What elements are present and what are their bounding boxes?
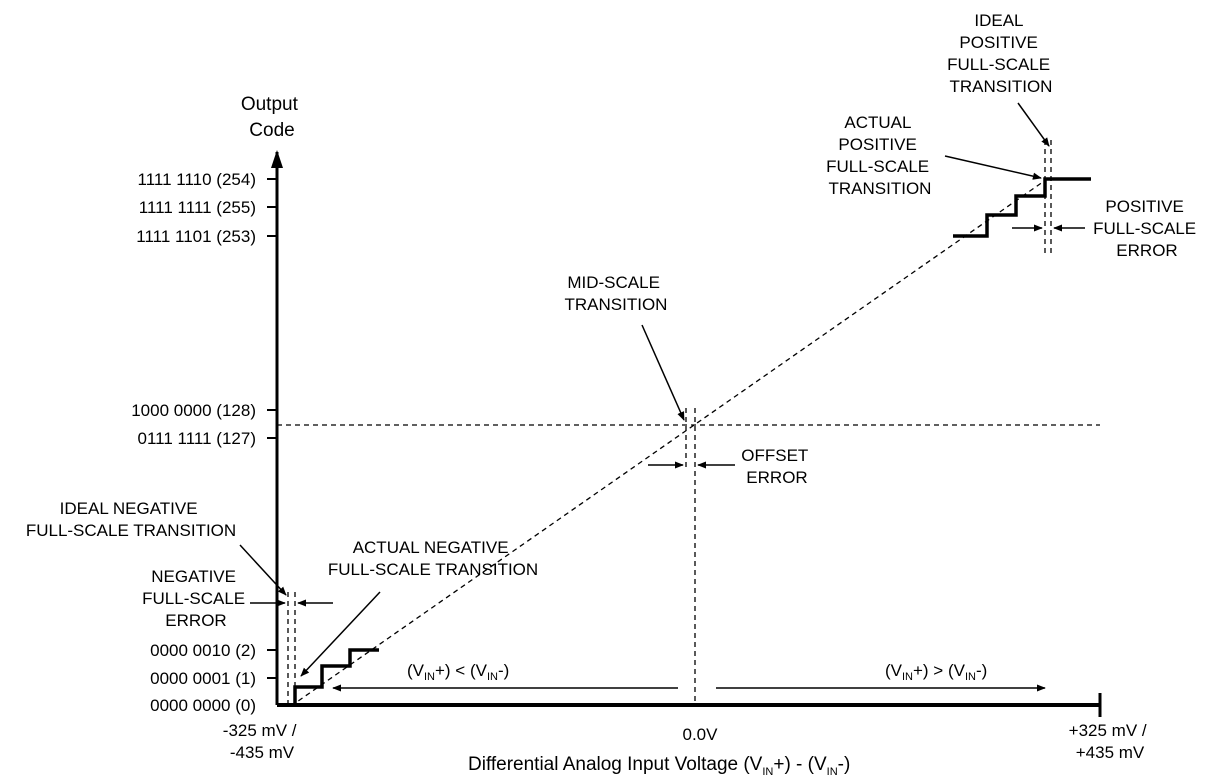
y-label-0: 0000 0000 (0) <box>150 696 256 715</box>
ideal-pos-transition-label: IDEAL POSITIVE FULL-SCALE TRANSITION <box>947 11 1055 96</box>
actual-pos-pointer <box>944 155 1042 180</box>
x-axis-title: Differential Analog Input Voltage (VIN+)… <box>468 754 850 778</box>
x-tick-label-right: +325 mV / +435 mV <box>1069 721 1152 762</box>
pos-range-label: (VIN+) > (VIN-) <box>885 661 987 683</box>
pos-full-scale-error-label: POSITIVE FULL-SCALE ERROR <box>1093 197 1201 260</box>
neg-range-label: (VIN+) < (VIN-) <box>407 661 509 683</box>
ideal-neg-transition-label: IDEAL NEGATIVE FULL-SCALE TRANSITION <box>26 499 236 540</box>
y-label-128: 1000 0000 (128) <box>131 401 256 420</box>
y-axis-title: Output Code <box>241 94 303 141</box>
actual-staircase-positive <box>953 177 1091 238</box>
y-label-1: 0000 0001 (1) <box>150 669 256 688</box>
mid-scale-pointer <box>641 324 685 421</box>
x-tick-label-mid: 0.0V <box>683 725 719 744</box>
offset-error-label: OFFSET ERROR <box>741 446 812 487</box>
ideal-pos-pointer <box>1017 102 1050 147</box>
actual-neg-transition-label: ACTUAL NEGATIVE FULL-SCALE TRANSITION <box>328 538 538 579</box>
y-label-254: 1111 1110 (254) <box>138 170 256 189</box>
y-axis-arrow-icon <box>271 150 283 168</box>
ideal-neg-pointer <box>239 544 287 596</box>
y-label-127: 0111 1111 (127) <box>138 429 256 448</box>
neg-full-scale-error-label: NEGATIVE FULL-SCALE ERROR <box>142 567 250 630</box>
mid-scale-transition-label: MID-SCALE TRANSITION <box>565 273 668 314</box>
actual-staircase-negative <box>291 648 379 707</box>
y-label-255: 1111 1111 (255) <box>139 198 256 217</box>
x-tick-label-left: -325 mV / -435 mV <box>223 721 301 762</box>
y-label-2: 0000 0010 (2) <box>150 641 256 660</box>
actual-pos-transition-label: ACTUAL POSITIVE FULL-SCALE TRANSITION <box>826 113 934 198</box>
actual-neg-pointer <box>300 591 381 677</box>
ideal-transfer-line <box>290 176 1051 707</box>
y-label-253: 1111 1101 (253) <box>136 227 256 246</box>
